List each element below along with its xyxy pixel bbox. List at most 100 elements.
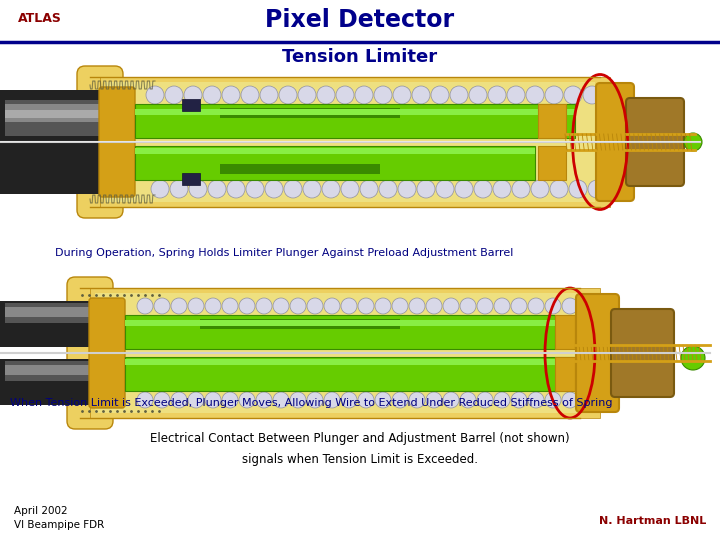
Circle shape (455, 180, 473, 198)
Circle shape (246, 180, 264, 198)
Circle shape (205, 392, 221, 408)
Bar (125, 357, 575, 391)
Text: VI Beampipe FDR: VI Beampipe FDR (14, 520, 104, 530)
Circle shape (137, 298, 153, 314)
Circle shape (184, 86, 202, 104)
Circle shape (322, 180, 340, 198)
Circle shape (154, 392, 170, 408)
Bar (90, 288, 600, 418)
Circle shape (469, 86, 487, 104)
Bar (95, 293, 585, 413)
Circle shape (588, 180, 606, 198)
Text: N. Hartman LBNL: N. Hartman LBNL (599, 516, 706, 526)
Circle shape (545, 392, 561, 408)
Bar (0, 90, 120, 194)
Bar (135, 148, 535, 154)
Bar (125, 320, 555, 326)
Circle shape (684, 133, 702, 151)
Bar (105, 82, 595, 202)
Circle shape (241, 86, 259, 104)
Circle shape (474, 180, 492, 198)
Circle shape (171, 392, 187, 408)
Circle shape (222, 86, 240, 104)
Circle shape (494, 298, 510, 314)
Circle shape (583, 86, 601, 104)
Circle shape (681, 346, 705, 370)
Bar (125, 315, 555, 349)
Circle shape (511, 392, 527, 408)
Circle shape (298, 86, 316, 104)
Circle shape (170, 180, 188, 198)
Bar (100, 77, 610, 207)
FancyBboxPatch shape (576, 294, 619, 412)
Circle shape (417, 180, 435, 198)
FancyBboxPatch shape (596, 83, 634, 201)
Circle shape (436, 180, 454, 198)
Circle shape (188, 298, 204, 314)
Circle shape (290, 298, 306, 314)
Circle shape (260, 86, 278, 104)
Bar (5, 303, 117, 323)
Circle shape (528, 392, 544, 408)
Bar (0, 359, 120, 405)
Circle shape (596, 392, 612, 408)
Circle shape (426, 298, 442, 314)
Circle shape (393, 86, 411, 104)
Circle shape (379, 180, 397, 198)
Circle shape (528, 298, 544, 314)
Circle shape (493, 180, 511, 198)
Bar (0, 301, 120, 347)
Circle shape (431, 86, 449, 104)
FancyBboxPatch shape (611, 309, 674, 397)
Circle shape (208, 180, 226, 198)
Circle shape (222, 298, 238, 314)
Circle shape (137, 392, 153, 408)
Circle shape (360, 180, 378, 198)
Circle shape (358, 392, 374, 408)
Text: ATLAS: ATLAS (18, 12, 62, 25)
Circle shape (409, 298, 425, 314)
Circle shape (146, 86, 164, 104)
Circle shape (562, 392, 578, 408)
Circle shape (443, 392, 459, 408)
Bar (5, 307, 117, 317)
Circle shape (227, 180, 245, 198)
Text: signals when Tension Limit is Exceeded.: signals when Tension Limit is Exceeded. (242, 453, 478, 466)
Circle shape (341, 392, 357, 408)
Bar (125, 359, 575, 365)
Circle shape (569, 180, 587, 198)
Bar (135, 146, 535, 180)
Text: During Operation, Spring Holds Limiter Plunger Against Preload Adjustment Barrel: During Operation, Spring Holds Limiter P… (55, 248, 513, 258)
Circle shape (450, 86, 468, 104)
Circle shape (375, 298, 391, 314)
Circle shape (265, 180, 283, 198)
Bar (555, 357, 575, 391)
Circle shape (512, 180, 530, 198)
Bar (135, 104, 575, 138)
Circle shape (284, 180, 302, 198)
Circle shape (562, 298, 578, 314)
Circle shape (205, 298, 221, 314)
FancyBboxPatch shape (67, 277, 113, 429)
Circle shape (171, 298, 187, 314)
Bar (220, 164, 380, 174)
Bar (5, 110, 115, 118)
Circle shape (564, 86, 582, 104)
Bar (182, 99, 200, 111)
Circle shape (341, 180, 359, 198)
Circle shape (579, 298, 595, 314)
Circle shape (460, 298, 476, 314)
Circle shape (324, 298, 340, 314)
Circle shape (550, 180, 568, 198)
Circle shape (443, 298, 459, 314)
Circle shape (596, 298, 612, 314)
Circle shape (426, 392, 442, 408)
Circle shape (477, 298, 493, 314)
Bar (135, 109, 575, 115)
Bar (5, 100, 115, 136)
Circle shape (374, 86, 392, 104)
Circle shape (189, 180, 207, 198)
Circle shape (324, 392, 340, 408)
Circle shape (526, 86, 544, 104)
Circle shape (279, 86, 297, 104)
